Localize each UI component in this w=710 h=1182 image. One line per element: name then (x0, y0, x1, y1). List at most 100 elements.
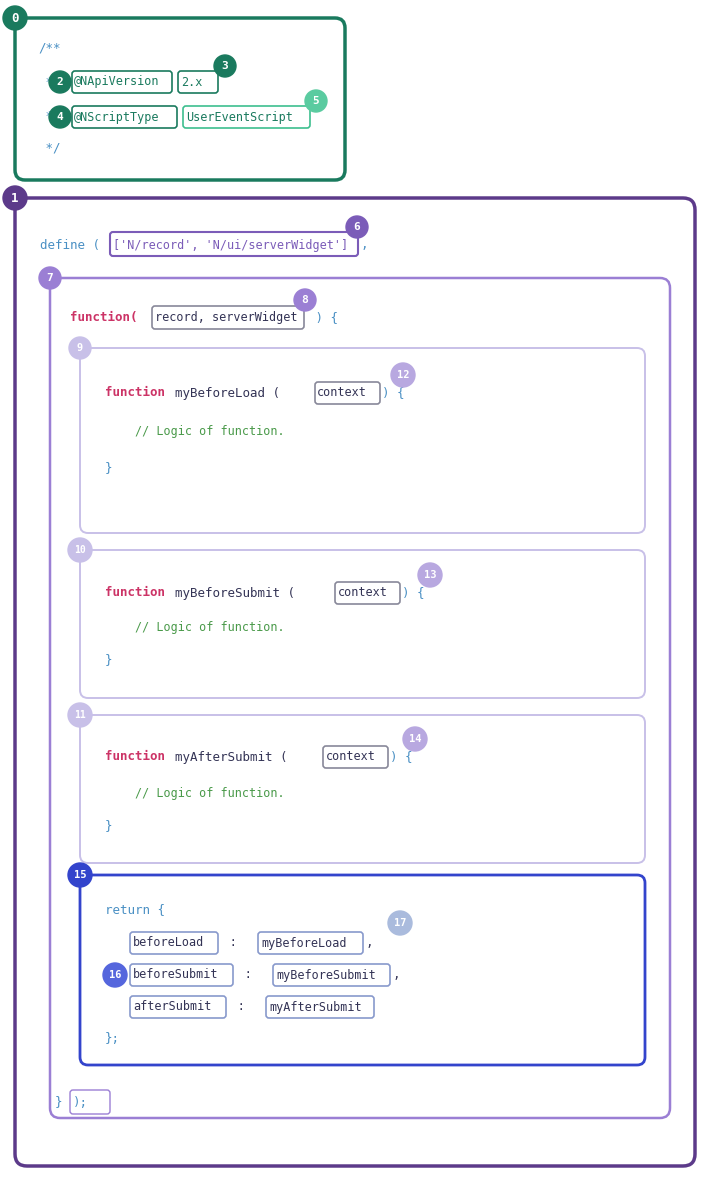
Text: /**: /** (38, 41, 60, 54)
Text: @NApiVersion: @NApiVersion (74, 76, 160, 89)
Text: 9: 9 (77, 343, 83, 353)
Circle shape (3, 6, 27, 30)
Text: 11: 11 (74, 710, 86, 720)
Circle shape (391, 363, 415, 387)
Text: ,: , (392, 968, 400, 981)
Text: beforeSubmit: beforeSubmit (133, 968, 219, 981)
FancyBboxPatch shape (323, 746, 388, 768)
Text: 5: 5 (312, 96, 320, 106)
Text: record, serverWidget: record, serverWidget (155, 312, 297, 325)
Text: function: function (105, 387, 173, 400)
Text: 2: 2 (57, 77, 63, 87)
Text: 1: 1 (11, 191, 18, 204)
Text: beforeLoad: beforeLoad (133, 936, 204, 949)
Text: 6: 6 (354, 222, 361, 232)
Circle shape (49, 106, 71, 128)
Text: ,: , (360, 239, 368, 252)
Circle shape (68, 863, 92, 886)
Text: };: }; (105, 1032, 120, 1045)
Text: 2.x: 2.x (181, 76, 202, 89)
Text: myBeforeSubmit (: myBeforeSubmit ( (175, 586, 295, 599)
Text: 13: 13 (424, 570, 436, 580)
Text: context: context (338, 586, 388, 599)
Text: 15: 15 (74, 870, 86, 881)
Circle shape (403, 727, 427, 751)
Text: :: : (222, 936, 252, 949)
Text: UserEventScript: UserEventScript (186, 110, 293, 123)
Text: 8: 8 (302, 296, 308, 305)
FancyBboxPatch shape (130, 931, 218, 954)
FancyBboxPatch shape (273, 965, 390, 986)
FancyBboxPatch shape (130, 996, 226, 1018)
Text: */: */ (38, 142, 60, 155)
Text: 0: 0 (11, 12, 18, 25)
Circle shape (68, 703, 92, 727)
Text: 4: 4 (57, 112, 63, 122)
Circle shape (388, 911, 412, 935)
Text: *: * (38, 76, 60, 89)
Text: );: ); (73, 1096, 88, 1109)
Circle shape (346, 216, 368, 238)
Circle shape (103, 963, 127, 987)
Text: @NScriptType: @NScriptType (74, 110, 160, 123)
Text: afterSubmit: afterSubmit (133, 1000, 212, 1013)
Text: myAfterSubmit (: myAfterSubmit ( (175, 751, 288, 764)
FancyBboxPatch shape (258, 931, 363, 954)
FancyBboxPatch shape (110, 232, 358, 256)
Text: ) {: ) { (402, 586, 425, 599)
Text: 14: 14 (409, 734, 421, 743)
Text: *: * (38, 110, 60, 123)
Text: function: function (105, 586, 173, 599)
Text: 16: 16 (109, 970, 121, 980)
Text: return {: return { (105, 903, 165, 916)
FancyBboxPatch shape (335, 582, 400, 604)
Text: 3: 3 (222, 61, 229, 71)
Circle shape (39, 267, 61, 290)
Text: myAfterSubmit: myAfterSubmit (269, 1000, 361, 1013)
Text: myBeforeLoad (: myBeforeLoad ( (175, 387, 280, 400)
Text: function: function (105, 751, 173, 764)
Text: ['N/record', 'N/ui/serverWidget']: ['N/record', 'N/ui/serverWidget'] (113, 239, 348, 252)
Circle shape (305, 90, 327, 112)
Text: define (: define ( (40, 239, 100, 252)
FancyBboxPatch shape (266, 996, 374, 1018)
Circle shape (214, 56, 236, 77)
FancyBboxPatch shape (315, 382, 380, 404)
Text: ,: , (365, 936, 373, 949)
FancyBboxPatch shape (152, 306, 304, 329)
Text: myBeforeLoad: myBeforeLoad (261, 936, 346, 949)
Text: }: } (55, 1096, 62, 1109)
Text: 10: 10 (74, 545, 86, 556)
Circle shape (294, 290, 316, 311)
Text: }: } (105, 461, 112, 474)
Circle shape (49, 71, 71, 93)
Text: // Logic of function.: // Logic of function. (135, 786, 285, 799)
FancyBboxPatch shape (72, 106, 177, 128)
Text: function(: function( (70, 312, 138, 325)
Text: ) {: ) { (308, 312, 338, 325)
Text: // Logic of function.: // Logic of function. (135, 426, 285, 439)
Text: :: : (237, 968, 267, 981)
FancyBboxPatch shape (183, 106, 310, 128)
FancyBboxPatch shape (178, 71, 218, 93)
FancyBboxPatch shape (130, 965, 233, 986)
Text: }: } (105, 819, 112, 832)
Text: 17: 17 (394, 918, 406, 928)
Text: ) {: ) { (390, 751, 413, 764)
Text: 12: 12 (397, 370, 409, 379)
Circle shape (68, 538, 92, 561)
FancyBboxPatch shape (72, 71, 172, 93)
Text: myBeforeSubmit: myBeforeSubmit (276, 968, 376, 981)
Text: }: } (105, 654, 112, 667)
Circle shape (69, 337, 91, 359)
Text: :: : (230, 1000, 260, 1013)
Text: context: context (326, 751, 376, 764)
Text: 7: 7 (47, 273, 53, 282)
FancyBboxPatch shape (80, 875, 645, 1065)
Circle shape (3, 186, 27, 210)
FancyBboxPatch shape (70, 1090, 110, 1113)
Text: context: context (317, 387, 367, 400)
Circle shape (418, 563, 442, 587)
Text: ) {: ) { (382, 387, 405, 400)
Text: // Logic of function.: // Logic of function. (135, 622, 285, 635)
